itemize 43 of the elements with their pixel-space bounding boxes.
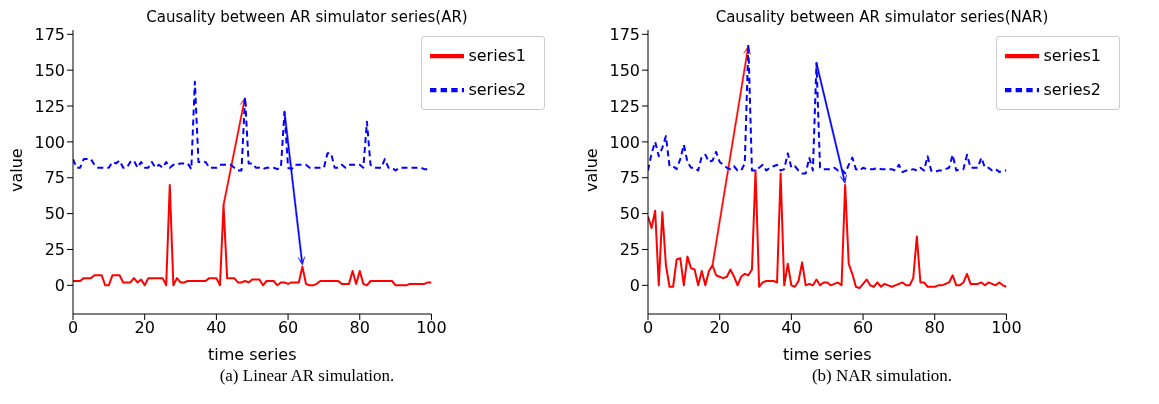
x-axis-title: time series (782, 345, 872, 364)
legend-label: series1 (1043, 45, 1101, 65)
line-series (648, 169, 1007, 290)
x-tick-label: 100 (416, 318, 447, 338)
x-tick-label: 0 (642, 318, 654, 338)
x-tick-label: 20 (134, 318, 155, 338)
y-tick-label: 0 (629, 275, 640, 295)
text: (a) Linear AR simulation. (218, 366, 396, 386)
line-series (73, 183, 432, 287)
legend-label: series1 (468, 45, 526, 65)
y-tick-label: 75 (44, 168, 65, 188)
y-tick-label: 175 (609, 24, 640, 44)
y-tick-label: 150 (34, 60, 65, 80)
y-tick-label: 100 (609, 132, 640, 152)
y-tick-label: 50 (44, 204, 65, 224)
x-tick-label: 0 (67, 318, 79, 338)
y-tick-label: 125 (609, 96, 640, 116)
y-tick-label: 25 (619, 240, 640, 260)
y-tick-label: 125 (34, 96, 65, 116)
y-axis-title: value (581, 148, 601, 192)
chart-title: Causality between AR simulator series(AR) (145, 8, 469, 28)
legend-label: series2 (468, 79, 526, 99)
x-tick-label: 80 (924, 318, 945, 338)
x-tick-label: 20 (709, 318, 730, 338)
y-tick-label: 50 (619, 204, 640, 224)
line-series (648, 43, 1007, 175)
x-tick-label: 40 (206, 318, 227, 338)
x-tick-label: 60 (852, 318, 874, 338)
x-tick-label: 40 (781, 318, 802, 338)
x-tick-label: 100 (991, 318, 1022, 338)
x-tick-label: 60 (277, 318, 299, 338)
y-tick-label: 25 (44, 240, 65, 260)
text: (b) NAR simulation. (810, 366, 954, 386)
y-tick-label: 100 (34, 132, 65, 152)
y-tick-label: 0 (54, 275, 65, 295)
y-axis-title: value (6, 148, 26, 192)
x-axis-title: time series (207, 345, 297, 364)
x-tick-label: 80 (349, 318, 370, 338)
y-tick-label: 75 (619, 168, 640, 188)
y-tick-label: 150 (609, 60, 640, 80)
y-tick-label: 175 (34, 24, 65, 44)
legend-label: series2 (1043, 79, 1101, 99)
chart-title: Causality between AR simulator series(NAR) (714, 8, 1050, 28)
